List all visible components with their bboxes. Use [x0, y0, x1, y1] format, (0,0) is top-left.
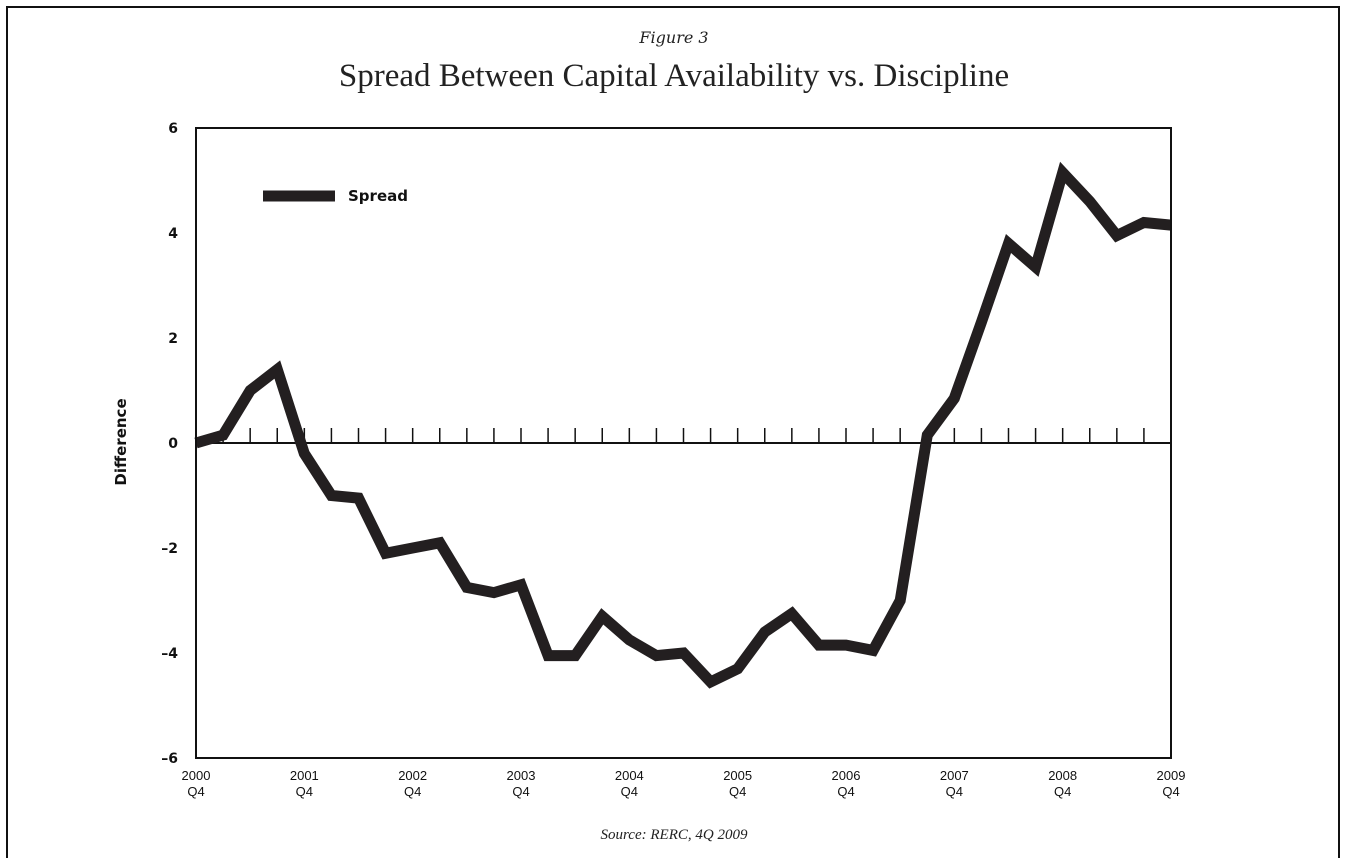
x-tick-year: 2001 — [290, 768, 319, 783]
y-tick-label: 2 — [168, 331, 178, 347]
plot-area — [195, 127, 1172, 759]
x-tick-quarter: Q4 — [1054, 784, 1071, 799]
x-tick-quarter: Q4 — [187, 784, 204, 799]
x-tick-year: 2006 — [832, 768, 861, 783]
x-tick-year: 2002 — [398, 768, 427, 783]
x-tick-year: 2008 — [1048, 768, 1077, 783]
quarter-tick-marks — [195, 428, 1172, 443]
x-tick-quarter: Q4 — [837, 784, 854, 799]
legend: Spread — [263, 187, 408, 205]
x-tick-quarter: Q4 — [512, 784, 529, 799]
figure-label: Figure 3 — [639, 28, 709, 47]
x-tick-year: 2009 — [1157, 768, 1186, 783]
chart-title: Spread Between Capital Availability vs. … — [338, 58, 1010, 94]
y-tick-label: –2 — [161, 541, 178, 557]
y-axis-label: Difference — [112, 398, 130, 485]
x-tick-year: 2007 — [940, 768, 969, 783]
y-tick-label: 6 — [168, 121, 178, 137]
x-tick-quarter: Q4 — [1162, 784, 1179, 799]
x-tick-year: 2003 — [507, 768, 536, 783]
x-tick-quarter: Q4 — [621, 784, 638, 799]
y-tick-label: –6 — [161, 751, 178, 767]
x-tick-quarter: Q4 — [729, 784, 746, 799]
x-tick-year: 2004 — [615, 768, 644, 783]
x-tick-year: 2005 — [723, 768, 752, 783]
x-tick-quarter: Q4 — [946, 784, 963, 799]
x-tick-quarter: Q4 — [404, 784, 421, 799]
y-tick-label: 4 — [168, 226, 178, 242]
x-axis-ticks: 2000Q42001Q42002Q42003Q42004Q42005Q42006… — [182, 768, 1186, 799]
spread-line — [194, 161, 1172, 689]
source-note: Source: RERC, 4Q 2009 — [600, 827, 748, 843]
y-tick-label: –4 — [161, 646, 178, 662]
y-tick-label: 0 — [168, 436, 178, 452]
x-tick-quarter: Q4 — [296, 784, 313, 799]
y-axis-ticks: 6 4 2 0 –2 –4 –6 — [161, 121, 178, 767]
x-tick-year: 2000 — [182, 768, 211, 783]
figure-frame — [6, 6, 1340, 858]
legend-label: Spread — [348, 187, 408, 205]
